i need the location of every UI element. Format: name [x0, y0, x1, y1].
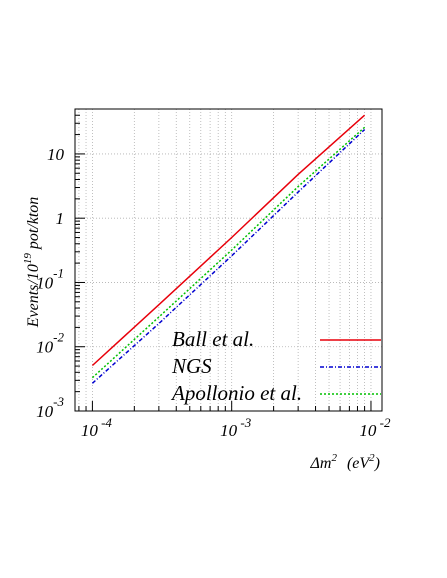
y-tick-label: 10-2 [36, 330, 64, 357]
legend: Ball et al. NGS Apollonio et al. [170, 327, 381, 405]
series-lines [91, 114, 366, 384]
x-tick-label: 10 -3 [220, 415, 252, 440]
legend-label-0: Ball et al. [172, 327, 254, 351]
axis-ticks [75, 108, 372, 412]
y-tick-label: 10-3 [36, 394, 64, 421]
legend-label-1: NGS [171, 354, 212, 378]
x-axis-label: Δm2 (eV2) [310, 452, 380, 472]
series-line-2 [91, 126, 366, 379]
legend-label-2: Apollonio et al. [170, 381, 302, 405]
y-tick-label: 10 [47, 145, 65, 164]
tick-labels: 10 -4 10 -3 10 -2 10-3 10-2 10-1 1 10 [36, 145, 391, 440]
plot-frame [74, 108, 383, 412]
y-tick-label: 10-1 [36, 265, 64, 292]
series-line-0 [91, 114, 366, 367]
grid [75, 109, 382, 412]
y-axis-label: Events/1019 pot/kton [22, 197, 42, 329]
x-tick-label: 10 -2 [359, 415, 391, 440]
x-tick-label: 10 -4 [81, 415, 113, 440]
y-tick-label: 1 [56, 209, 65, 228]
